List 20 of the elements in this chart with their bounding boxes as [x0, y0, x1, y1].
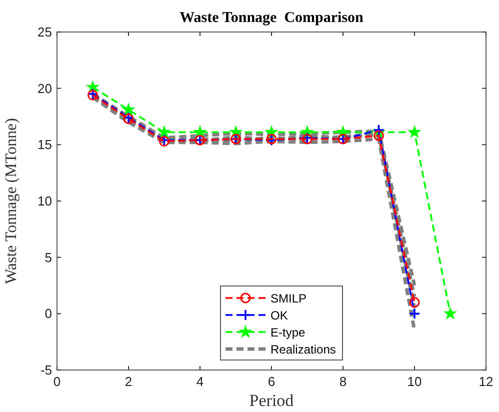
x-axis-title: Period	[249, 391, 294, 410]
legend-label: SMILP	[270, 292, 307, 306]
y-tick-label: 25	[38, 24, 52, 40]
x-tick-label: 10	[407, 374, 422, 389]
y-axis-title: Waste Tonnage (MTonne)	[3, 118, 20, 284]
x-tick-label: 4	[196, 374, 204, 389]
y-tick-label: 20	[38, 80, 52, 96]
y-tick-label: 15	[38, 137, 52, 152]
chart-title: Waste Tonnage Comparison	[180, 10, 364, 26]
y-tick-label: 0	[44, 306, 52, 322]
x-tick-label: 2	[124, 374, 132, 389]
y-tick-label: 10	[38, 194, 52, 208]
legend-label: Realizations	[270, 342, 336, 356]
y-tick-label: -5	[40, 362, 52, 378]
x-tick-label: 12	[478, 374, 494, 389]
x-tick-label: 6	[268, 374, 276, 389]
legend-label: E-type	[270, 326, 306, 340]
y-tick-label: 5	[44, 250, 52, 265]
x-tick-label: 8	[339, 374, 347, 389]
legend-label: OK	[270, 308, 288, 322]
